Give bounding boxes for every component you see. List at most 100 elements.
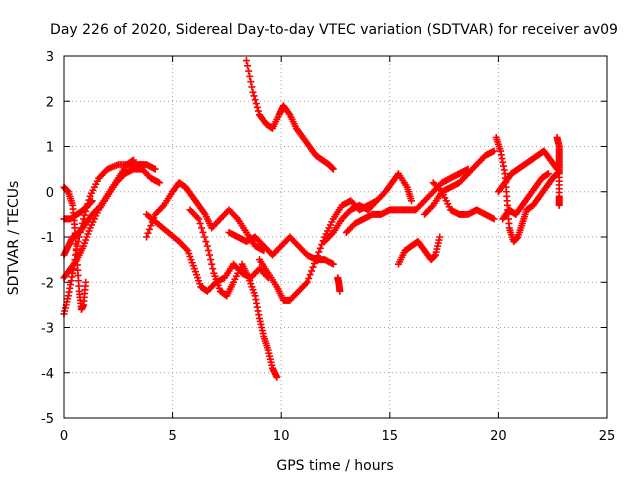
data-point	[198, 224, 206, 232]
data-point	[328, 230, 336, 238]
series-satellite-track-14	[394, 233, 444, 268]
data-point	[248, 83, 256, 91]
data-point	[144, 229, 152, 237]
data-point	[436, 186, 444, 194]
data-point	[315, 248, 323, 256]
data-point	[143, 233, 151, 241]
data-point	[147, 222, 155, 230]
data-point	[206, 251, 214, 259]
series-satellite-track-19	[499, 170, 552, 223]
data-point	[156, 179, 164, 187]
data-point	[247, 78, 255, 86]
data-point	[490, 215, 498, 223]
data-point	[204, 247, 212, 255]
data-point	[193, 213, 201, 221]
data-point	[302, 280, 310, 288]
series-satellite-track-4	[60, 183, 90, 313]
data-point	[273, 373, 281, 381]
data-point	[88, 197, 96, 205]
data-point	[249, 88, 257, 96]
y-tick-label: -2	[41, 276, 54, 291]
data-point	[72, 257, 80, 265]
y-tick-label: -3	[41, 322, 54, 337]
data-point	[252, 100, 260, 108]
data-point	[329, 165, 337, 173]
data-point	[246, 72, 254, 80]
data-point	[199, 228, 207, 236]
data-point	[196, 219, 204, 227]
x-tick-label: 15	[382, 429, 399, 444]
data-point	[200, 209, 208, 217]
series-satellite-track-5	[60, 197, 96, 223]
series-satellite-track-16	[429, 179, 498, 223]
data-point	[490, 147, 498, 155]
series-satellite-track-3	[60, 156, 138, 259]
series-satellite-track-18	[494, 147, 561, 196]
data-point	[312, 256, 320, 264]
data-point	[309, 263, 317, 271]
data-point	[207, 256, 215, 264]
data-point	[285, 109, 293, 117]
data-point	[250, 92, 258, 100]
x-tick-label: 10	[273, 429, 290, 444]
series-satellite-track-20	[553, 133, 563, 209]
x-tick-label: 5	[168, 429, 176, 444]
y-tick-label: -4	[41, 367, 54, 382]
data-point	[242, 57, 250, 65]
data-point	[82, 278, 90, 286]
series-satellite-track-1	[60, 161, 159, 318]
data-point	[81, 211, 89, 219]
y-tick-labels: -5 -4 -3 -2 -1 0 1 2 3	[41, 50, 54, 427]
series-satellite-track-8	[186, 206, 281, 381]
series-satellite-track-12	[321, 170, 416, 246]
data-point	[308, 267, 316, 275]
x-axis-label: GPS time / hours	[276, 458, 393, 474]
data-point	[408, 197, 416, 205]
series-satellite-track-9	[242, 57, 337, 173]
data-point	[316, 244, 324, 252]
data-point	[253, 103, 261, 111]
series-satellite-track-21	[334, 274, 344, 295]
data-point	[306, 271, 314, 279]
data-point	[209, 265, 217, 273]
data-point	[200, 233, 208, 241]
x-tick-label: 0	[60, 429, 68, 444]
y-axis-label: SDTVAR / TECUs	[6, 181, 22, 296]
y-tick-label: 1	[46, 141, 54, 156]
data-point	[182, 245, 190, 253]
data-point	[329, 260, 337, 268]
data-point	[544, 170, 552, 178]
data-point	[203, 242, 211, 250]
data-point	[232, 213, 240, 221]
data-point	[436, 233, 444, 241]
data-point	[251, 96, 259, 104]
y-tick-label: -5	[41, 412, 54, 427]
data-point	[208, 260, 216, 268]
data-point	[95, 203, 103, 211]
data-point	[313, 252, 321, 260]
data-point	[303, 278, 311, 286]
data-point	[245, 67, 253, 75]
data-point	[336, 287, 344, 295]
x-tick-labels: 0 5 10 15 20 25	[60, 429, 615, 444]
y-tick-label: 0	[46, 186, 54, 201]
chart-title: Day 226 of 2020, Sidereal Day-to-day VTE…	[50, 22, 618, 38]
data-point	[158, 203, 166, 211]
data-point	[195, 215, 203, 223]
x-tick-label: 20	[490, 429, 507, 444]
y-tick-label: 3	[46, 50, 54, 65]
data-point	[244, 62, 252, 70]
data-point	[151, 165, 159, 173]
y-tick-label: -1	[41, 231, 54, 246]
data-point	[202, 238, 210, 246]
data-point	[145, 225, 153, 233]
y-tick-label: 2	[46, 95, 54, 110]
data-point	[311, 259, 319, 267]
data-series	[60, 57, 563, 381]
data-point	[428, 203, 436, 211]
data-point	[305, 274, 313, 282]
x-tick-label: 25	[599, 429, 616, 444]
data-point	[254, 107, 262, 115]
data-point	[130, 156, 138, 164]
